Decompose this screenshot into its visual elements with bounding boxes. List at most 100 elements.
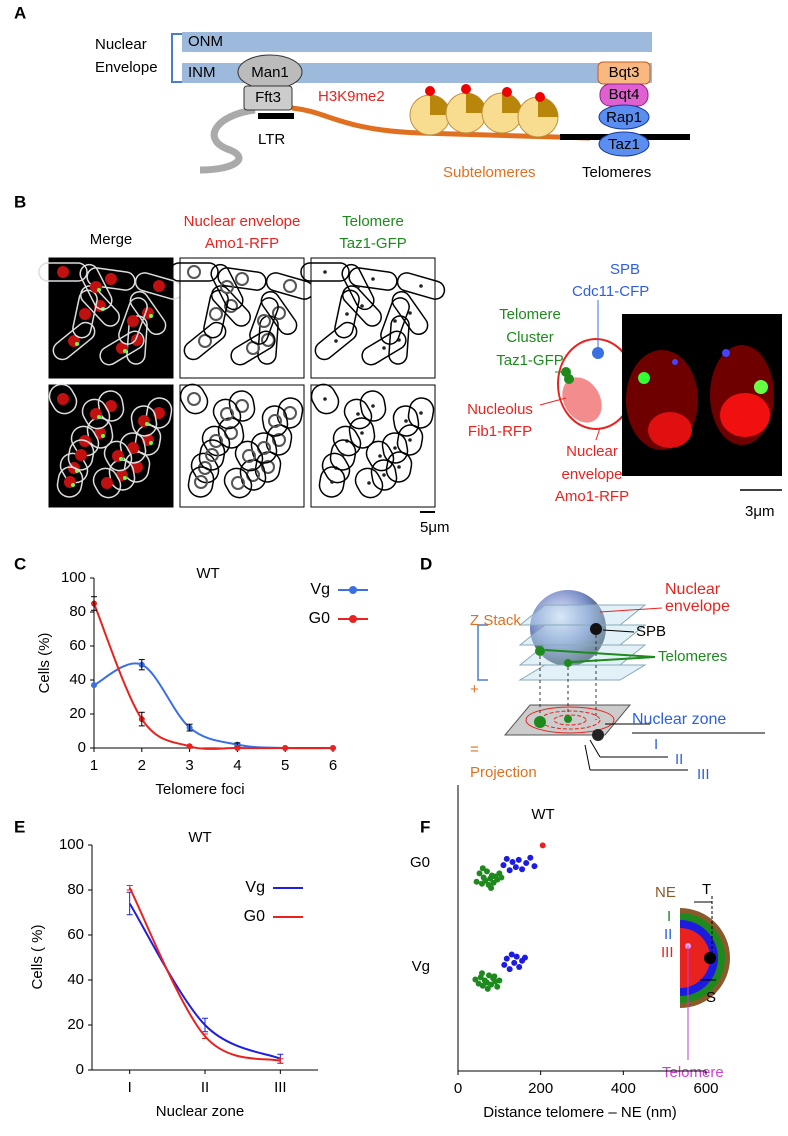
panel-f-inset: NE T I II III S Telomere <box>655 881 730 1081</box>
nucleolus <box>720 393 770 437</box>
focus <box>378 454 382 458</box>
focus <box>404 419 408 423</box>
nucleus <box>57 393 69 405</box>
point <box>480 865 486 871</box>
x-tick-label: 5 <box>281 757 289 774</box>
focus <box>360 304 364 308</box>
label: Telomere <box>662 1064 724 1081</box>
label: Z Stack <box>470 612 521 629</box>
label: T <box>702 881 711 898</box>
micrographs <box>39 258 447 507</box>
micrograph <box>311 385 435 507</box>
y-tick-label: 0 <box>76 1061 84 1078</box>
point <box>507 966 513 972</box>
focus <box>360 431 364 435</box>
point <box>485 986 491 992</box>
leader <box>590 740 600 757</box>
panel-label: D <box>420 554 432 573</box>
focus <box>371 404 375 408</box>
series-line <box>94 663 333 748</box>
label: H3K9me2 <box>318 88 385 105</box>
point <box>282 745 288 751</box>
point <box>523 860 529 866</box>
nucleus <box>101 477 113 489</box>
x-tick-label: 400 <box>611 1080 636 1097</box>
focus <box>145 422 149 426</box>
focus <box>419 411 423 415</box>
point <box>516 964 522 970</box>
label: + <box>470 681 479 698</box>
chart-title: WT <box>531 806 554 823</box>
label: Telomeres <box>658 648 727 665</box>
focus <box>367 481 371 485</box>
legend-marker <box>349 615 357 623</box>
focus <box>119 457 123 461</box>
spb <box>592 347 604 359</box>
focus <box>149 314 153 318</box>
x-axis-label: Nuclear zone <box>156 1103 244 1120</box>
label: envelope <box>562 466 623 483</box>
focus <box>356 412 360 416</box>
label: envelope <box>665 598 730 615</box>
focus <box>334 339 338 343</box>
chart-title: WT <box>196 565 219 582</box>
legend-label: Vg <box>245 879 265 896</box>
point <box>513 864 519 870</box>
focus <box>341 453 345 457</box>
nucleus <box>57 266 69 278</box>
label: Nuclear <box>566 443 618 460</box>
legend-label: Vg <box>310 581 330 598</box>
panel-b: Merge Nuclear envelope Amo1-RFP Telomere… <box>39 213 782 536</box>
spb <box>722 349 730 357</box>
nucleus <box>75 449 87 461</box>
label: Nuclear zone <box>632 711 726 728</box>
focus <box>382 473 386 477</box>
point <box>91 682 97 688</box>
focus <box>356 285 360 289</box>
focus <box>393 319 397 323</box>
y-tick-label: 100 <box>59 836 84 853</box>
legend-label: G0 <box>309 610 330 627</box>
telomere <box>564 715 572 723</box>
focus <box>393 446 397 450</box>
x-tick-label: 4 <box>233 757 241 774</box>
point <box>527 855 533 861</box>
chromatin <box>200 110 255 170</box>
focus <box>149 441 153 445</box>
nucleus <box>153 280 165 292</box>
label: 3μm <box>745 503 774 520</box>
label: Nuclear <box>95 36 147 53</box>
label: Nuclear envelope <box>184 213 301 230</box>
y-tick-label: 60 <box>67 926 84 943</box>
point <box>511 960 517 966</box>
panel-a: Nuclear Envelope ONM INM Man1 Fft3 LTR H… <box>95 32 690 181</box>
label: Cluster <box>506 329 554 346</box>
point <box>330 745 336 751</box>
point <box>491 973 497 979</box>
error-bar <box>202 1018 208 1032</box>
panel-label: E <box>14 817 25 836</box>
nucleosomes <box>410 84 558 137</box>
label: Man1 <box>251 64 289 81</box>
z-planes <box>520 605 645 680</box>
label: III <box>697 766 710 783</box>
bracket <box>478 625 488 680</box>
point <box>519 866 525 872</box>
panel-label: B <box>14 192 26 211</box>
focus <box>382 346 386 350</box>
focus <box>419 284 423 288</box>
label: S <box>706 989 716 1006</box>
y-axis-label: Cells (%) <box>36 633 53 694</box>
point <box>516 857 522 863</box>
label: II <box>675 751 683 768</box>
label: Telomere <box>499 306 561 323</box>
focus <box>323 397 327 401</box>
chart-title: WT <box>188 829 211 846</box>
panel-label: F <box>420 817 430 836</box>
nucleus <box>105 273 117 285</box>
error-bar <box>127 886 133 891</box>
bracket <box>172 34 182 82</box>
label: Taz1-GFP <box>496 352 564 369</box>
point <box>488 885 494 891</box>
y-tick-label: 80 <box>69 603 86 620</box>
